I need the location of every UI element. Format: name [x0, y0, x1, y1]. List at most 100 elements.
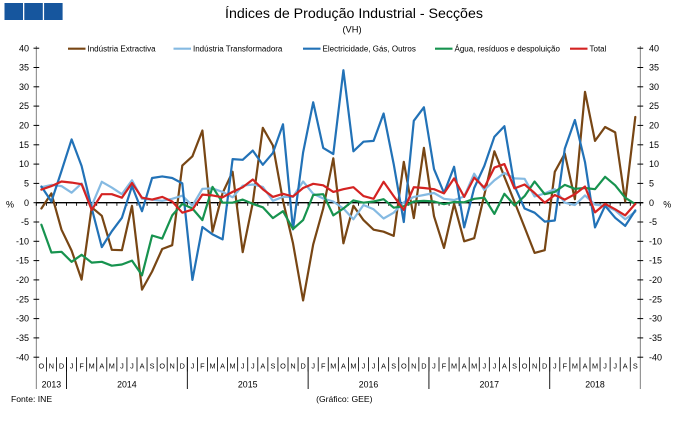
svg-text:Indústria Extractiva: Indústria Extractiva	[88, 45, 157, 54]
svg-text:N: N	[170, 362, 175, 371]
svg-text:-25: -25	[649, 294, 662, 304]
svg-text:D: D	[542, 362, 547, 371]
svg-text:N: N	[411, 362, 416, 371]
svg-text:F: F	[321, 362, 326, 371]
svg-text:40: 40	[19, 43, 29, 53]
svg-text:S: S	[391, 362, 396, 371]
svg-text:F: F	[563, 362, 568, 371]
svg-text:A: A	[502, 362, 507, 371]
svg-text:2013: 2013	[42, 379, 62, 389]
svg-text:2017: 2017	[480, 379, 500, 389]
svg-text:A: A	[381, 362, 386, 371]
svg-text:M: M	[89, 362, 95, 371]
svg-text:F: F	[79, 362, 84, 371]
svg-text:Indústria Transformadora: Indústria Transformadora	[193, 45, 283, 54]
svg-text:0: 0	[649, 198, 654, 208]
svg-text:A: A	[140, 362, 145, 371]
svg-text:J: J	[432, 362, 436, 371]
svg-text:-30: -30	[649, 314, 662, 324]
svg-text:15: 15	[649, 140, 659, 150]
svg-text:%: %	[6, 200, 14, 210]
svg-text:-10: -10	[16, 236, 29, 246]
svg-text:20: 20	[19, 121, 29, 131]
svg-text:A: A	[623, 362, 628, 371]
svg-text:M: M	[471, 362, 477, 371]
svg-text:J: J	[251, 362, 255, 371]
svg-text:S: S	[512, 362, 517, 371]
svg-text:J: J	[130, 362, 134, 371]
svg-text:O: O	[39, 362, 45, 371]
svg-text:J: J	[372, 362, 376, 371]
svg-text:Água, resíduos e despoluição: Água, resíduos e despoluição	[455, 45, 561, 54]
svg-text:5: 5	[649, 179, 654, 189]
svg-text:25: 25	[19, 101, 29, 111]
svg-text:J: J	[120, 362, 124, 371]
svg-text:Total: Total	[590, 45, 607, 54]
svg-text:-15: -15	[649, 256, 662, 266]
svg-text:Índices de Produção Industrial: Índices de Produção Industrial - Secções	[225, 5, 483, 22]
svg-text:A: A	[220, 362, 225, 371]
svg-text:M: M	[230, 362, 236, 371]
svg-text:M: M	[350, 362, 356, 371]
svg-text:-20: -20	[649, 275, 662, 285]
svg-text:J: J	[70, 362, 74, 371]
svg-text:J: J	[613, 362, 617, 371]
svg-text:F: F	[200, 362, 205, 371]
svg-text:-40: -40	[649, 352, 662, 362]
svg-text:M: M	[209, 362, 215, 371]
svg-text:J: J	[493, 362, 497, 371]
svg-text:-15: -15	[16, 256, 29, 266]
svg-text:J: J	[362, 362, 366, 371]
svg-text:15: 15	[19, 140, 29, 150]
svg-text:-5: -5	[649, 217, 657, 227]
svg-text:2015: 2015	[238, 379, 258, 389]
svg-text:-35: -35	[16, 333, 29, 343]
svg-text:-25: -25	[16, 294, 29, 304]
svg-text:A: A	[99, 362, 104, 371]
svg-text:40: 40	[649, 43, 659, 53]
svg-text:M: M	[451, 362, 457, 371]
svg-text:Fonte: INE: Fonte: INE	[11, 394, 52, 404]
svg-text:-40: -40	[16, 352, 29, 362]
svg-text:-20: -20	[16, 275, 29, 285]
svg-text:2014: 2014	[117, 379, 137, 389]
svg-text:(Gráfico: GEE): (Gráfico: GEE)	[316, 394, 372, 404]
svg-text:S: S	[270, 362, 275, 371]
svg-text:D: D	[421, 362, 426, 371]
svg-text:S: S	[633, 362, 638, 371]
svg-text:S: S	[150, 362, 155, 371]
svg-text:N: N	[532, 362, 537, 371]
svg-text:10: 10	[19, 159, 29, 169]
svg-text:M: M	[330, 362, 336, 371]
svg-text:D: D	[59, 362, 64, 371]
svg-text:M: M	[592, 362, 598, 371]
svg-text:J: J	[191, 362, 195, 371]
svg-text:-5: -5	[21, 217, 29, 227]
svg-text:O: O	[522, 362, 528, 371]
svg-text:Electricidade, Gás, Outros: Electricidade, Gás, Outros	[323, 45, 416, 54]
svg-text:O: O	[401, 362, 407, 371]
svg-text:O: O	[280, 362, 286, 371]
svg-text:35: 35	[19, 63, 29, 73]
svg-text:-30: -30	[16, 314, 29, 324]
svg-text:20: 20	[649, 121, 659, 131]
svg-text:J: J	[482, 362, 486, 371]
svg-text:J: J	[553, 362, 557, 371]
svg-text:J: J	[311, 362, 315, 371]
svg-text:2016: 2016	[359, 379, 379, 389]
svg-text:N: N	[49, 362, 54, 371]
svg-text:25: 25	[649, 101, 659, 111]
svg-text:0: 0	[24, 198, 29, 208]
svg-text:30: 30	[19, 82, 29, 92]
svg-text:M: M	[109, 362, 115, 371]
svg-text:A: A	[341, 362, 346, 371]
svg-text:D: D	[180, 362, 185, 371]
svg-text:-10: -10	[649, 236, 662, 246]
svg-text:D: D	[300, 362, 305, 371]
svg-text:M: M	[572, 362, 578, 371]
svg-text:F: F	[442, 362, 447, 371]
svg-text:A: A	[583, 362, 588, 371]
svg-text:%: %	[663, 200, 671, 210]
svg-text:30: 30	[649, 82, 659, 92]
svg-text:(VH): (VH)	[342, 25, 361, 35]
